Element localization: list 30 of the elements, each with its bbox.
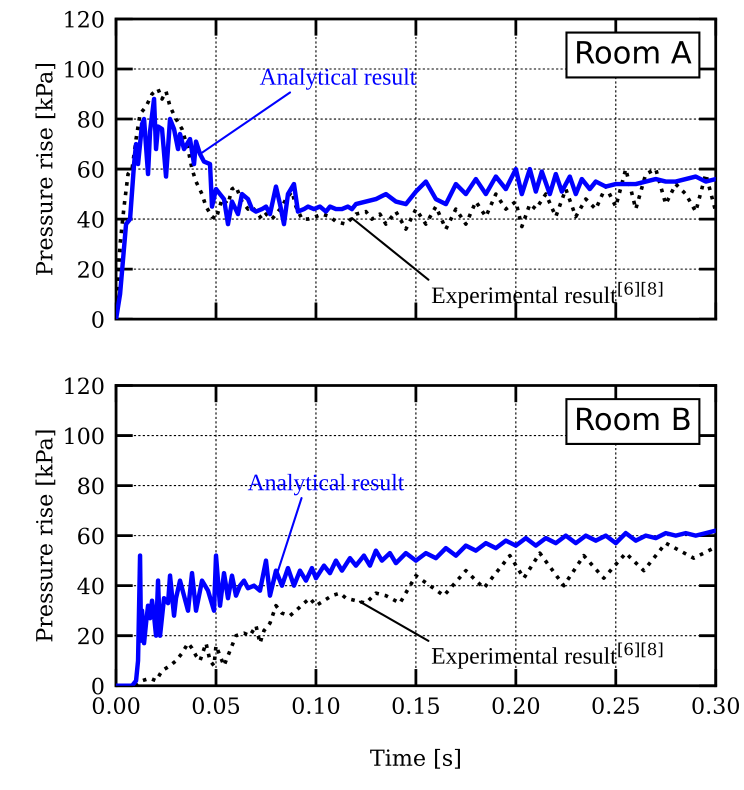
x-axis-title: Time [s]: [370, 748, 460, 769]
x-tick-label: 0.00: [92, 697, 140, 714]
text: Experimental result$^{[6][8]}$: [432, 642, 662, 669]
y-tick-label: 60: [78, 528, 104, 544]
x-tick-label: 0.30: [692, 697, 739, 714]
y-tick-label: 80: [78, 478, 104, 494]
y-tick-label: 0: [92, 678, 104, 694]
y-axis-title: Pressure rise [kPa]: [35, 64, 56, 275]
text: Room B: [577, 408, 690, 430]
y-tick-label: 20: [78, 628, 104, 644]
y-tick-label: 20: [78, 261, 104, 278]
text: Analytical result: [260, 68, 416, 90]
x-tick-label: 0.10: [292, 697, 340, 714]
x-tick-label: 0.25: [592, 697, 639, 714]
y-tick-label: 60: [78, 161, 104, 178]
legend-label: Experimental result$^{[6][8]}$: [432, 282, 662, 308]
text: Room A: [577, 41, 692, 64]
y-tick-label: 40: [77, 578, 104, 594]
y-tick-label: 120: [65, 377, 104, 394]
y-axis-title: Pressure rise [kPa]: [35, 430, 56, 642]
y-tick-label: 100: [65, 428, 104, 444]
text: Analytical result: [248, 474, 404, 496]
y-tick-label: 80: [78, 110, 104, 128]
x-tick-label: 0.15: [392, 697, 439, 714]
y-tick-label: 100: [65, 60, 104, 78]
y-tick-label: 0: [92, 311, 104, 328]
x-tick-label: 0.05: [192, 697, 240, 714]
y-tick-label: 120: [65, 10, 104, 28]
y-tick-label: 40: [77, 211, 104, 228]
x-tick-label: 0.20: [492, 697, 540, 714]
